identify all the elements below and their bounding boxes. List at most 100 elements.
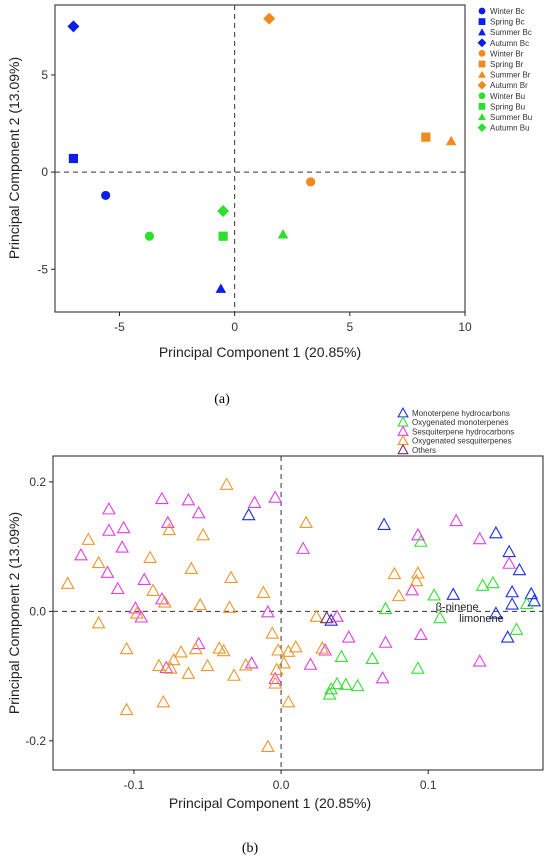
data-point-sesquiterpene-hydrocarbons [472, 654, 487, 667]
legend-label: Winter Bu [490, 92, 525, 101]
data-point-oxygenated-sesquiterpenes [387, 566, 402, 580]
legend-marker [478, 60, 486, 68]
legend-label: Oxygenated sesquiterpenes [412, 437, 512, 446]
point-annotation: limonene [459, 613, 504, 625]
data-point-oxygenated-sesquiterpenes [129, 606, 144, 619]
data-point-sesquiterpene-hydrocarbons [413, 627, 428, 641]
data-point-spring-br [421, 132, 431, 142]
data-point-oxygenated-sesquiterpenes [146, 583, 160, 596]
data-point-monoterpene-hydrocarbons [512, 562, 527, 576]
y-tick-label: 0 [41, 165, 48, 179]
data-point-sesquiterpene-hydrocarbons [74, 547, 88, 561]
legend-marker [477, 80, 487, 90]
data-point-oxygenated-sesquiterpenes [152, 658, 166, 672]
data-point-spring-bu [218, 231, 228, 241]
panel-b-x-axis-title: Principal Component 1 (20.85%) [169, 795, 371, 811]
data-point-sesquiterpene-hydrocarbons [102, 523, 116, 536]
legend-marker [397, 443, 409, 455]
data-point-oxygenated-sesquiterpenes [162, 522, 177, 536]
y-tick-label: 5 [41, 68, 48, 82]
data-point-monoterpene-hydrocarbons [524, 586, 539, 600]
legend-label: Autumn Br [490, 81, 528, 90]
data-point-oxygenated-sesquiterpenes [157, 595, 172, 608]
y-tick-label: -5 [37, 262, 48, 276]
data-point-monoterpene-hydrocarbons [502, 544, 517, 558]
legend-label: Summer Bu [490, 113, 532, 122]
data-point-oxygenated-sesquiterpenes [222, 600, 237, 613]
data-point-oxygenated-sesquiterpenes [277, 656, 291, 669]
data-point-oxygenated-sesquiterpenes [256, 585, 271, 598]
legend-label: Summer Bc [490, 28, 532, 37]
data-point-oxygenated-sesquiterpenes [219, 477, 234, 490]
data-point-oxygenated-sesquiterpenes [216, 643, 231, 657]
data-point-monoterpene-hydrocarbons [241, 507, 256, 521]
data-point-monoterpene-hydrocarbons [324, 613, 339, 626]
data-point-sesquiterpene-hydrocarbons [405, 582, 419, 596]
legend-marker [478, 7, 486, 15]
legend-marker [477, 38, 487, 48]
data-point-sesquiterpene-hydrocarbons [303, 657, 318, 670]
data-point-oxygenated-monoterpenes [433, 610, 447, 624]
data-point-autumn-bu [217, 204, 230, 217]
data-point-sesquiterpene-hydrocarbons [137, 572, 152, 585]
data-point-monoterpene-hydrocarbons [527, 593, 542, 607]
legend-marker [478, 113, 486, 121]
data-point-oxygenated-sesquiterpenes [269, 662, 284, 675]
data-point-monoterpene-hydrocarbons [446, 587, 461, 600]
legend-label: Autumn Bc [490, 39, 529, 48]
data-point-sesquiterpene-hydrocarbons [191, 636, 206, 650]
data-point-oxygenated-sesquiterpenes [212, 641, 227, 654]
data-point-sesquiterpene-hydrocarbons [134, 610, 149, 623]
data-point-sesquiterpene-hydrocarbons [330, 609, 344, 622]
data-point-oxygenated-monoterpenes [413, 534, 428, 547]
data-point-monoterpene-hydrocarbons [505, 597, 520, 610]
x-tick-label: -5 [114, 320, 125, 334]
data-point-oxygenated-sesquiterpenes [281, 694, 296, 708]
y-tick-label: -0.2 [25, 734, 46, 748]
legend-label: Monoterpene hydrocarbons [412, 409, 510, 418]
data-point-sesquiterpene-hydrocarbons [375, 670, 390, 684]
panel-a-ticks: -5 0 5 10 -5 0 5 [37, 68, 472, 334]
data-point-sesquiterpene-hydrocarbons [116, 520, 131, 534]
legend-label: Spring Br [490, 60, 524, 69]
legend-label: Winter Br [490, 49, 524, 58]
data-point-autumn-bc [67, 20, 80, 33]
data-point-oxygenated-monoterpenes [330, 676, 344, 690]
data-point-oxygenated-monoterpenes [509, 622, 524, 635]
data-point-oxygenated-sesquiterpenes [281, 644, 296, 657]
legend-marker [478, 92, 486, 100]
legend-label: Oxygenated monoterpenes [412, 418, 509, 427]
data-point-sesquiterpene-hydrocarbons [502, 556, 517, 569]
data-point-oxygenated-sesquiterpenes [174, 645, 188, 658]
legend-label: Winter Bc [490, 7, 525, 16]
data-point-oxygenated-sesquiterpenes [391, 588, 406, 602]
data-point-autumn-br [263, 12, 276, 25]
data-point-oxygenated-sesquiterpenes [60, 576, 75, 589]
data-point-sesquiterpene-hydrocarbons [318, 643, 333, 656]
data-point-sesquiterpene-hydrocarbons [102, 501, 116, 515]
data-point-sesquiterpene-hydrocarbons [260, 604, 275, 618]
panel-b-y-axis-title: Principal Component 2 (13.09%) [6, 512, 22, 714]
data-point-oxygenated-sesquiterpenes [143, 550, 158, 563]
point-annotation: β-pinene [436, 601, 479, 613]
data-point-oxygenated-sesquiterpenes [309, 609, 324, 622]
data-point-oxygenated-sesquiterpenes [193, 597, 208, 611]
legend-label: Summer Br [490, 71, 531, 80]
data-point-sesquiterpene-hydrocarbons [244, 656, 259, 669]
data-point-oxygenated-sesquiterpenes [81, 532, 96, 545]
data-point-sesquiterpene-hydrocarbons [341, 630, 356, 643]
data-point-sesquiterpene-hydrocarbons [191, 505, 206, 519]
legend-label: Others [412, 446, 436, 455]
legend-marker [397, 425, 409, 436]
data-point-monoterpene-hydrocarbons [488, 606, 503, 619]
data-point-sesquiterpene-hydrocarbons [296, 541, 311, 554]
panel-a-points [67, 12, 457, 293]
legend-marker [397, 434, 409, 446]
legend-marker [478, 103, 486, 110]
x-tick-label: 0.0 [273, 778, 290, 792]
data-point-winter-bc [101, 190, 111, 201]
